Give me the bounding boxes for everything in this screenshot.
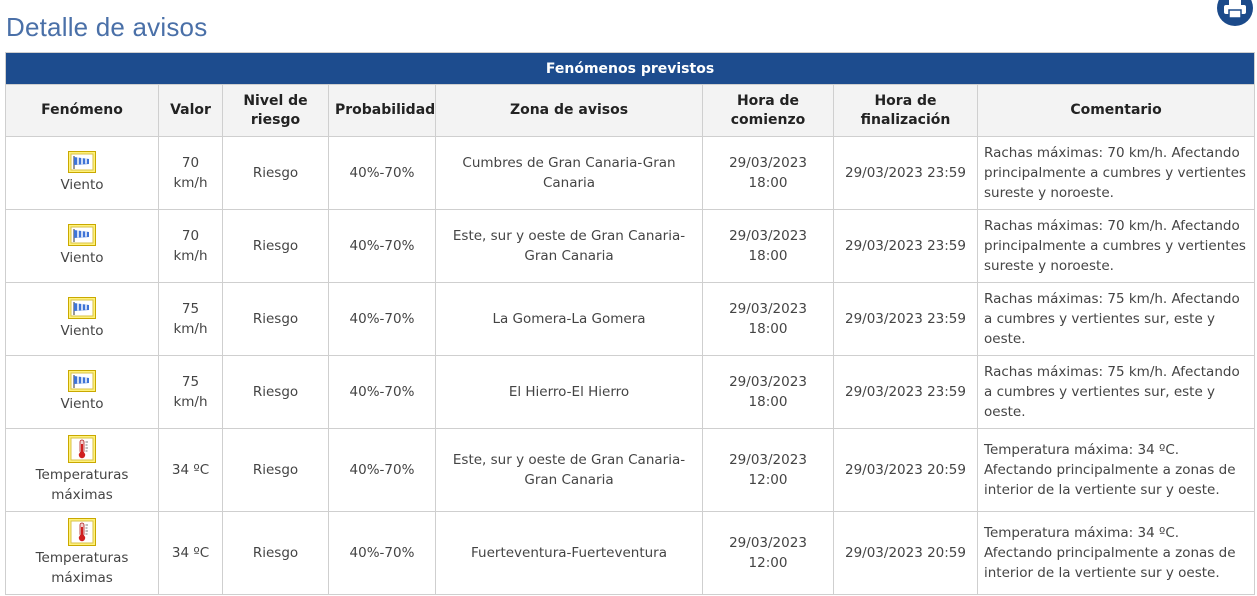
header-fenomeno: Fenómeno bbox=[5, 84, 159, 137]
fenomeno-label: Temperaturas máximas bbox=[35, 467, 129, 503]
fenomeno-cell: Viento bbox=[5, 209, 159, 283]
zona-cell: Cumbres de Gran Canaria-Gran Canaria bbox=[435, 136, 703, 210]
header-valor: Valor bbox=[158, 84, 223, 137]
finalizacion-cell: 29/03/2023 20:59 bbox=[833, 428, 978, 512]
valor-cell: 34 ºC bbox=[158, 428, 223, 512]
comentario-cell: Rachas máximas: 70 km/h. Afectando princ… bbox=[976, 136, 1256, 210]
table-row: Viento 70 km/h Riesgo 40%-70% Cumbres de… bbox=[5, 136, 1256, 210]
nivel-cell: Riesgo bbox=[222, 355, 329, 429]
fenomeno-label: Temperaturas máximas bbox=[35, 550, 129, 586]
comienzo-cell: 29/03/2023 12:00 bbox=[702, 428, 834, 512]
thermometer-icon bbox=[68, 435, 96, 463]
page-title: Detalle de avisos bbox=[6, 12, 208, 42]
header-probabilidad: Probabilidad bbox=[328, 84, 436, 137]
valor-cell: 75 km/h bbox=[158, 282, 223, 356]
wind-sock-icon bbox=[68, 297, 96, 319]
comienzo-cell: 29/03/2023 18:00 bbox=[702, 355, 834, 429]
valor-cell: 70 km/h bbox=[158, 136, 223, 210]
finalizacion-cell: 29/03/2023 20:59 bbox=[833, 511, 978, 595]
nivel-cell: Riesgo bbox=[222, 282, 329, 356]
zona-cell: El Hierro-El Hierro bbox=[435, 355, 703, 429]
fenomeno-cell: Viento bbox=[5, 136, 159, 210]
nivel-cell: Riesgo bbox=[222, 136, 329, 210]
fenomeno-label: Viento bbox=[60, 396, 104, 412]
comienzo-cell: 29/03/2023 18:00 bbox=[702, 136, 834, 210]
fenomeno-cell: Temperaturas máximas bbox=[5, 511, 159, 595]
probabilidad-cell: 40%-70% bbox=[328, 282, 436, 356]
nivel-cell: Riesgo bbox=[222, 511, 329, 595]
table-row: Temperaturas máximas 34 ºC Riesgo 40%-70… bbox=[5, 428, 1256, 512]
finalizacion-cell: 29/03/2023 23:59 bbox=[833, 136, 978, 210]
table-row: Viento 70 km/h Riesgo 40%-70% Este, sur … bbox=[5, 209, 1256, 283]
comentario-cell: Temperatura máxima: 34 ºC. Afectando pri… bbox=[976, 511, 1256, 595]
zona-cell: Fuerteventura-Fuerteventura bbox=[435, 511, 703, 595]
comienzo-cell: 29/03/2023 18:00 bbox=[702, 209, 834, 283]
probabilidad-cell: 40%-70% bbox=[328, 355, 436, 429]
finalizacion-cell: 29/03/2023 23:59 bbox=[833, 355, 978, 429]
finalizacion-cell: 29/03/2023 23:59 bbox=[833, 282, 978, 356]
header-nivel: Nivel de riesgo bbox=[222, 84, 329, 137]
probabilidad-cell: 40%-70% bbox=[328, 136, 436, 210]
table-row: Viento 75 km/h Riesgo 40%-70% El Hierro-… bbox=[5, 355, 1256, 429]
fenomeno-cell: Viento bbox=[5, 355, 159, 429]
comentario-cell: Rachas máximas: 75 km/h. Afectando a cum… bbox=[976, 282, 1256, 356]
header-comentario: Comentario bbox=[976, 84, 1256, 137]
comentario-cell: Temperatura máxima: 34 ºC. Afectando pri… bbox=[976, 428, 1256, 512]
wind-sock-icon bbox=[68, 151, 96, 173]
fenomeno-cell: Temperaturas máximas bbox=[5, 428, 159, 512]
avisos-table: Fenómenos previstos Fenómeno Valor Nivel… bbox=[4, 52, 1256, 595]
nivel-cell: Riesgo bbox=[222, 428, 329, 512]
probabilidad-cell: 40%-70% bbox=[328, 209, 436, 283]
probabilidad-cell: 40%-70% bbox=[328, 428, 436, 512]
valor-cell: 34 ºC bbox=[158, 511, 223, 595]
finalizacion-cell: 29/03/2023 23:59 bbox=[833, 209, 978, 283]
header-comienzo: Hora de comienzo bbox=[702, 84, 834, 137]
probabilidad-cell: 40%-70% bbox=[328, 511, 436, 595]
printer-icon bbox=[1224, 0, 1246, 18]
header-zona: Zona de avisos bbox=[435, 84, 703, 137]
wind-sock-icon bbox=[68, 224, 96, 246]
comentario-cell: Rachas máximas: 70 km/h. Afectando princ… bbox=[976, 209, 1256, 283]
wind-sock-icon bbox=[68, 370, 96, 392]
fenomeno-label: Viento bbox=[60, 323, 104, 339]
table-row: Temperaturas máximas 34 ºC Riesgo 40%-70… bbox=[5, 511, 1256, 595]
header-finalizacion: Hora de finalización bbox=[833, 84, 978, 137]
comentario-cell: Rachas máximas: 75 km/h. Afectando a cum… bbox=[976, 355, 1256, 429]
table-row: Viento 75 km/h Riesgo 40%-70% La Gomera-… bbox=[5, 282, 1256, 356]
fenomeno-label: Viento bbox=[60, 177, 104, 193]
zona-cell: Este, sur y oeste de Gran Canaria-Gran C… bbox=[435, 209, 703, 283]
nivel-cell: Riesgo bbox=[222, 209, 329, 283]
print-button[interactable] bbox=[1217, 0, 1253, 26]
comienzo-cell: 29/03/2023 18:00 bbox=[702, 282, 834, 356]
thermometer-icon bbox=[68, 518, 96, 546]
valor-cell: 70 km/h bbox=[158, 209, 223, 283]
table-header-row: Fenómeno Valor Nivel de riesgo Probabili… bbox=[5, 84, 1256, 137]
table-caption: Fenómenos previstos bbox=[4, 52, 1256, 85]
zona-cell: La Gomera-La Gomera bbox=[435, 282, 703, 356]
fenomeno-label: Viento bbox=[60, 250, 104, 266]
valor-cell: 75 km/h bbox=[158, 355, 223, 429]
fenomeno-cell: Viento bbox=[5, 282, 159, 356]
zona-cell: Este, sur y oeste de Gran Canaria-Gran C… bbox=[435, 428, 703, 512]
comienzo-cell: 29/03/2023 12:00 bbox=[702, 511, 834, 595]
